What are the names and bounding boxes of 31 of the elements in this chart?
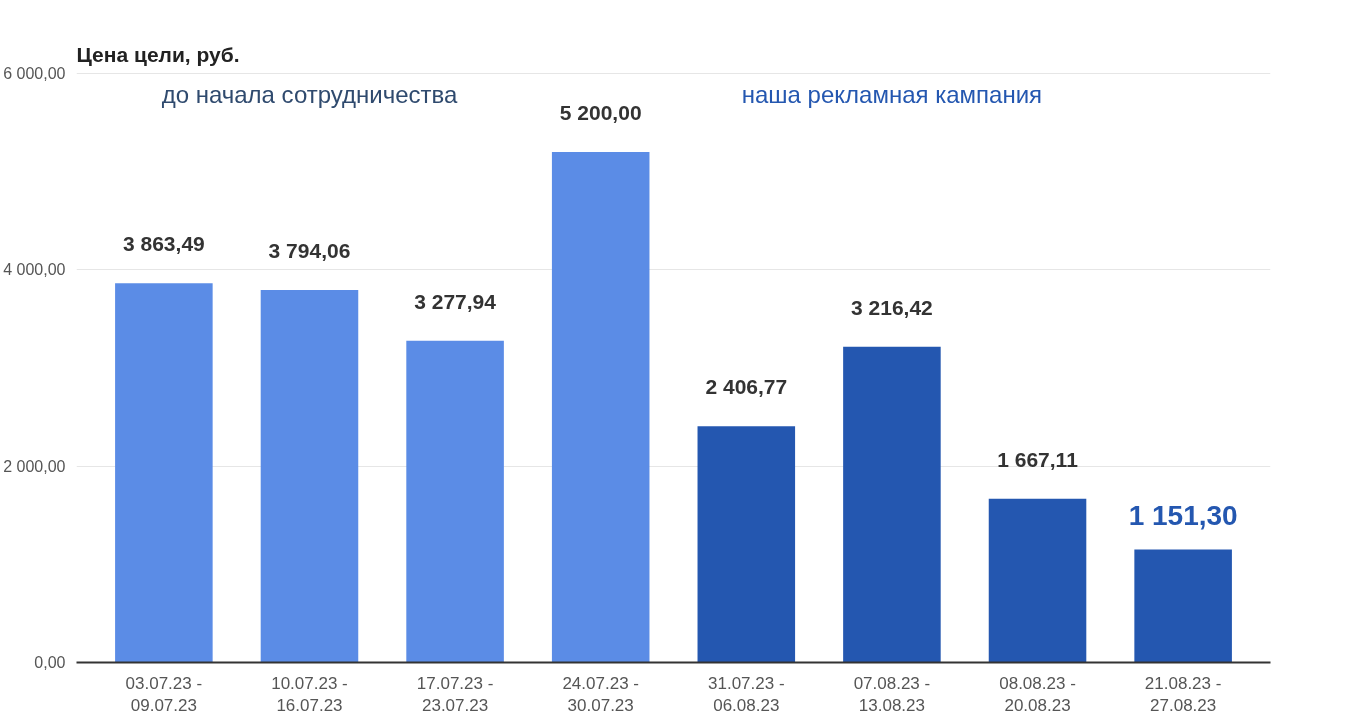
y-tick-label: 2 000,00 (3, 457, 66, 475)
data-label: 3 794,06 (268, 239, 351, 263)
data-label: 3 277,94 (414, 289, 497, 313)
bar (988, 498, 1087, 663)
x-tick-label: 31.07.23 - 06.08.23 (708, 673, 785, 716)
x-tick-label: 17.07.23 - 23.07.23 (416, 673, 494, 716)
bar (406, 340, 504, 663)
bar (843, 346, 941, 663)
data-label: 2 406,77 (705, 375, 788, 399)
x-tick-label: 21.08.23 - 27.08.23 (1144, 673, 1222, 716)
x-tick-label: 10.07.23 - 16.07.23 (271, 673, 348, 716)
bar (697, 426, 796, 663)
bar (115, 283, 213, 663)
data-label: 1 151,30 (1128, 500, 1238, 532)
bar (1134, 549, 1232, 663)
y-tick-label: 6 000,00 (3, 64, 66, 82)
data-label: 5 200,00 (559, 100, 642, 124)
x-tick-label: 24.07.23 - 30.07.23 (562, 673, 639, 716)
data-label: 3 863,49 (122, 232, 205, 256)
bar (260, 290, 359, 663)
x-tick-label: 07.08.23 - 13.08.23 (853, 673, 931, 716)
chart-title: Цена цели, руб. (76, 42, 240, 66)
bar (551, 151, 650, 663)
x-tick-label: 03.07.23 - 09.07.23 (125, 673, 203, 716)
data-label: 3 216,42 (851, 295, 933, 319)
x-tick-label: 08.08.23 - 20.08.23 (999, 673, 1076, 716)
data-label: 1 667,11 (997, 447, 1079, 471)
annotation: наша рекламная кампания (741, 80, 1043, 108)
y-tick-label: 4 000,00 (3, 261, 66, 279)
annotation: до начала сотрудничества (161, 80, 458, 108)
y-tick-label: 0,00 (34, 654, 66, 671)
